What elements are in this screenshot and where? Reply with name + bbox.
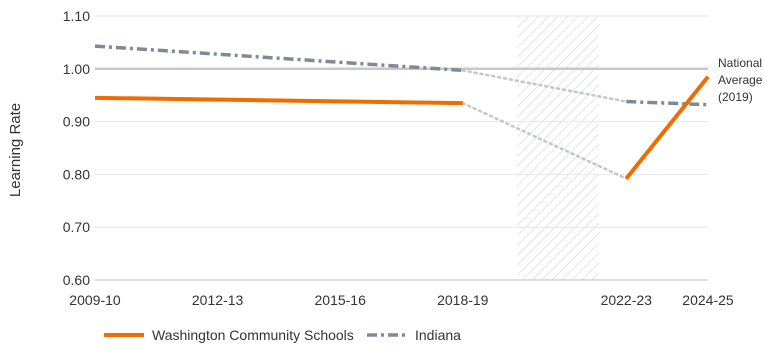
x-tick-label: 2018-19 (437, 292, 489, 308)
series-bridge-line (461, 69, 628, 103)
x-tick-label: 2012-13 (192, 292, 244, 308)
chart-legend: Washington Community Schools Indiana (104, 327, 461, 343)
legend-label: Washington Community Schools (152, 327, 354, 343)
reference-line-label: Average (718, 73, 763, 87)
y-tick-label: 0.70 (63, 219, 90, 235)
y-axis-label: Learning Rate (7, 103, 24, 197)
reference-line-label: National (718, 56, 762, 70)
y-tick-label: 0.90 (63, 114, 90, 130)
x-tick-label: 2009-10 (69, 292, 121, 308)
y-tick-label: 0.60 (63, 272, 90, 288)
x-tick-label: 2022-23 (601, 292, 653, 308)
legend-label: Indiana (415, 327, 461, 343)
y-tick-label: 1.00 (63, 61, 90, 77)
excluded-period-hatch (517, 16, 599, 280)
series-line (626, 99, 709, 107)
y-tick-label: 0.80 (63, 166, 90, 182)
x-tick-label: 2015-16 (315, 292, 367, 308)
series-line (624, 75, 710, 180)
series-line (94, 44, 463, 73)
y-tick-label: 1.10 (63, 8, 90, 24)
series-line (94, 95, 463, 106)
x-tick-label: 2024-25 (682, 292, 734, 308)
reference-line-label: (2019) (718, 90, 753, 104)
series-bridge-line (461, 101, 628, 180)
